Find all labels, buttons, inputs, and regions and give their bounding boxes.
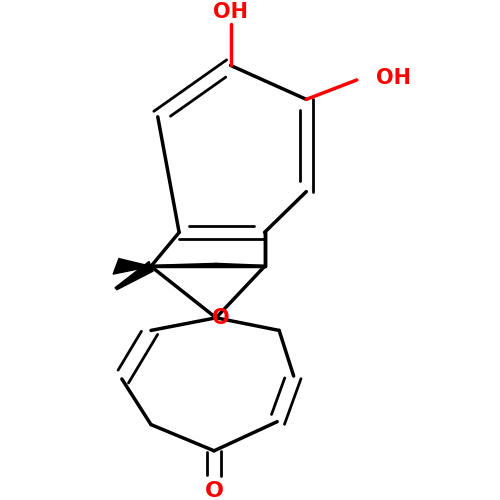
Text: O: O xyxy=(212,308,230,328)
Text: OH: OH xyxy=(213,2,248,22)
Text: O: O xyxy=(204,480,224,500)
Polygon shape xyxy=(115,262,153,289)
Text: OH: OH xyxy=(376,68,411,88)
Polygon shape xyxy=(113,258,151,274)
